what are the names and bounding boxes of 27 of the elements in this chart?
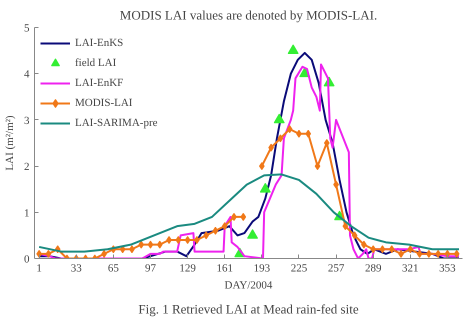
legend-label: field LAI [75, 57, 116, 69]
x-tick-label: 321 [402, 262, 419, 274]
x-axis-title: DAY/2004 [224, 280, 273, 292]
x-tick-label: 97 [144, 262, 156, 274]
x-tick-label: 193 [254, 262, 271, 274]
x-tick-label: 353 [439, 262, 456, 274]
x-tick-label: 65 [108, 262, 120, 274]
x-tick-label: 33 [70, 262, 82, 274]
x-tick-label: 289 [364, 262, 382, 274]
y-tick-label: 5 [24, 22, 30, 34]
y-tick-label: 3 [24, 114, 30, 127]
x-tick-label: 1 [36, 262, 42, 274]
legend-label: LAI-EnKS [75, 37, 124, 49]
x-tick-label: 225 [290, 262, 308, 274]
y-axis-title: LAI (m²/m²) [4, 115, 16, 171]
legend-label: LAI-SARIMA-pre [75, 117, 158, 129]
y-tick-label: 1 [24, 207, 30, 220]
x-tick-label: 257 [328, 262, 345, 274]
y-tick-label: 4 [24, 68, 30, 81]
text: MODIS LAI values are denoted by MODIS-LAI. [120, 8, 378, 22]
x-tick-label: 129 [179, 262, 196, 274]
legend-label: LAI-EnKF [75, 77, 124, 89]
y-tick-label: 2 [24, 161, 30, 174]
y-tick-label: 0 [24, 254, 30, 266]
legend-label: MODIS-LAI [75, 97, 132, 109]
caption: Fig. 1 Retrieved LAI at Mead rain-fed site [138, 302, 359, 316]
x-tick-label: 161 [216, 262, 233, 274]
